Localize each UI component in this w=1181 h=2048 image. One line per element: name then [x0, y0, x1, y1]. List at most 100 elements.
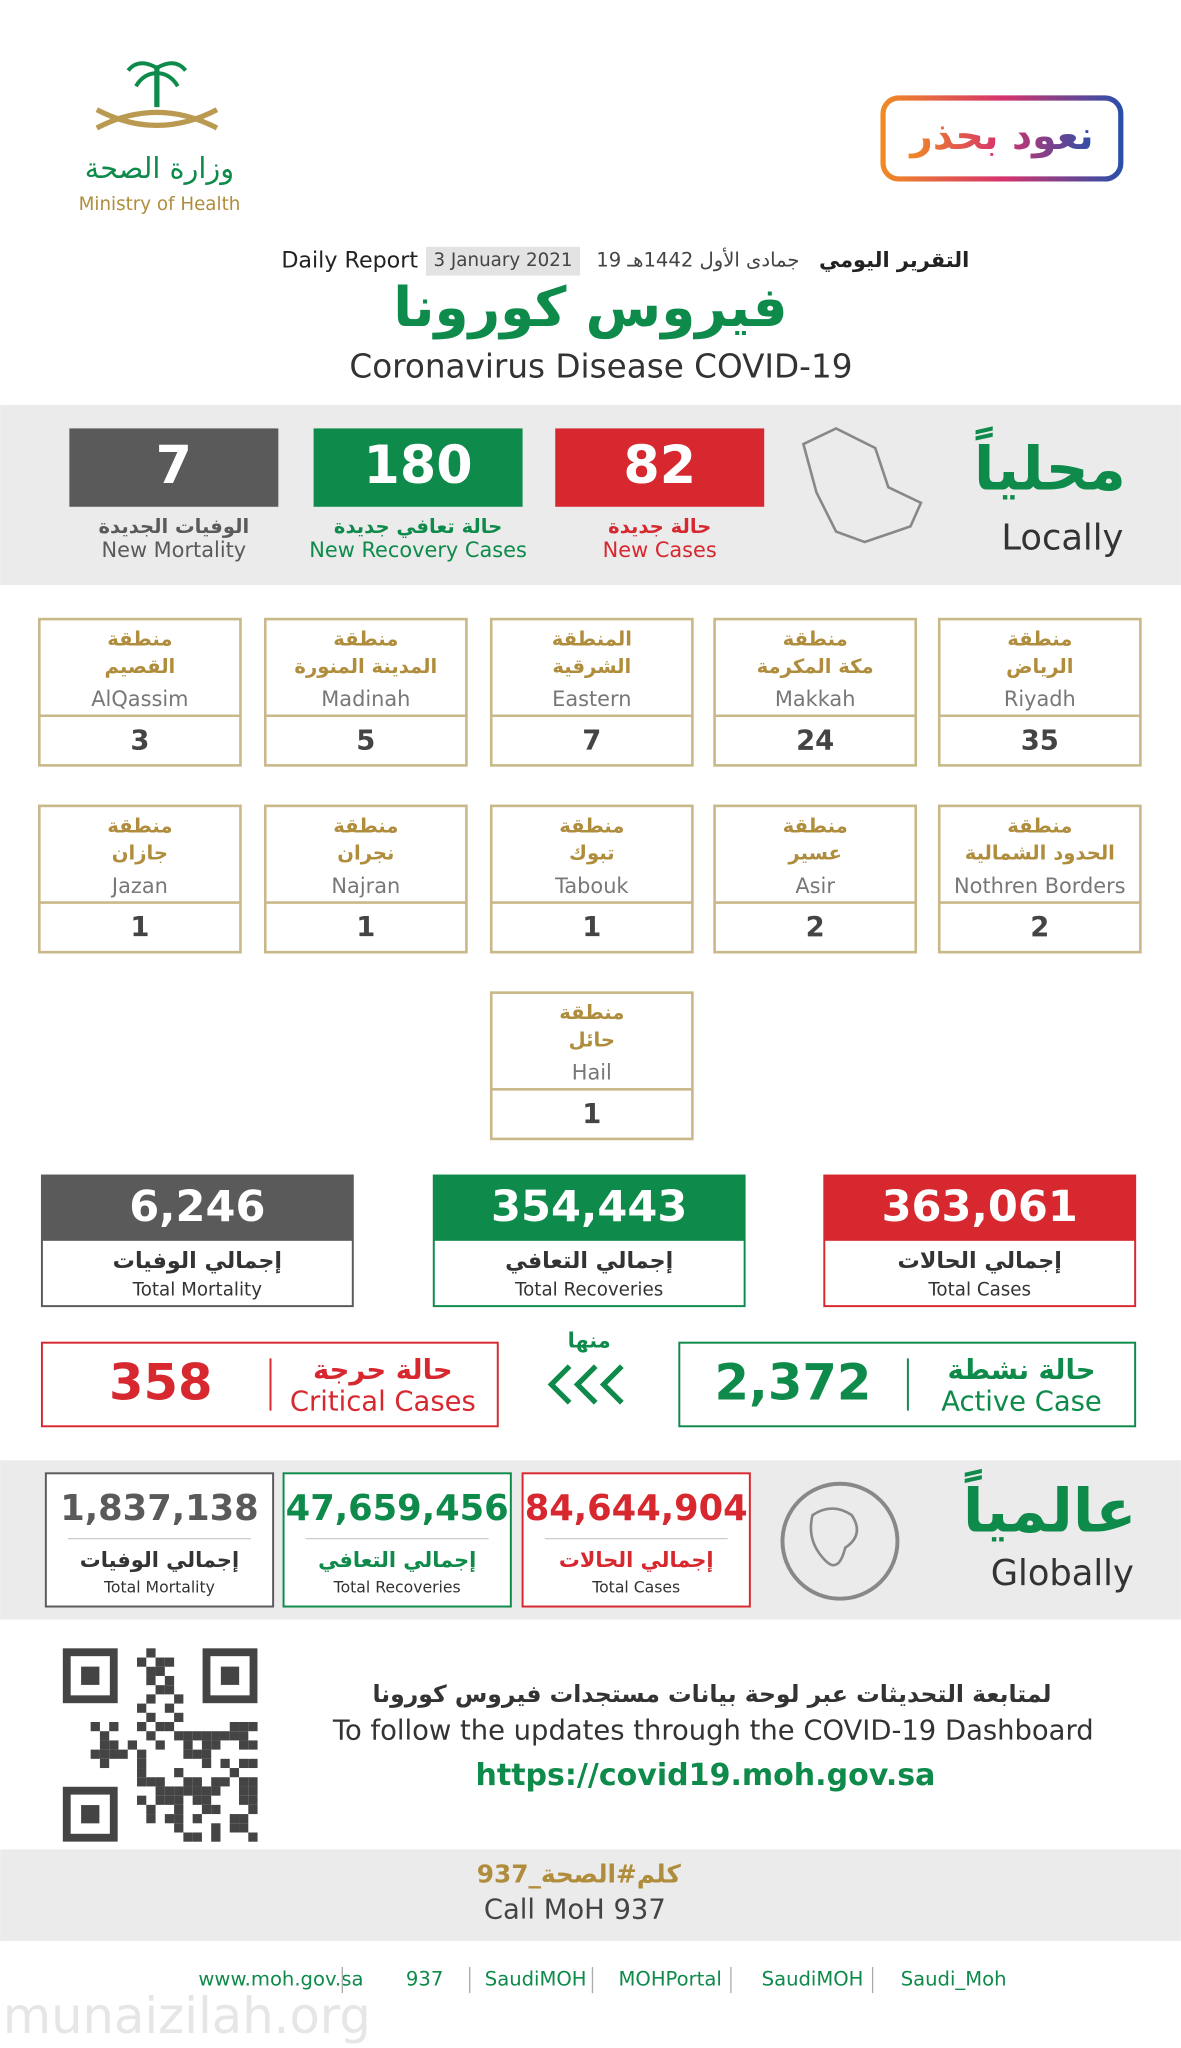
- region-name-ar: جازان: [112, 842, 168, 865]
- qr-module: [220, 1777, 230, 1787]
- qr-module: [155, 1721, 165, 1732]
- qr-module: [164, 1657, 175, 1667]
- qr-module: [137, 1758, 147, 1769]
- region-box: [937, 804, 1142, 954]
- global-value: 47,659,456: [286, 1488, 509, 1529]
- qr-module: [146, 1712, 156, 1722]
- region-value: 1: [582, 1099, 601, 1130]
- qr-module: [155, 1786, 165, 1796]
- total-label-ar: إجمالي الوفيات: [113, 1248, 282, 1274]
- critical-label-ar: حالة حرجة: [313, 1355, 453, 1386]
- qr-module: [201, 1804, 212, 1815]
- qr-module: [174, 1694, 184, 1704]
- region-name-en: Riyadh: [1004, 687, 1076, 711]
- title-en: Coronavirus Disease COVID-19: [349, 347, 852, 385]
- ministry-ar: وزارة الصحة: [85, 151, 234, 185]
- qr-module: [201, 1731, 212, 1741]
- region-name-ar: مكة المكرمة: [757, 655, 874, 678]
- campaign-badge: [880, 95, 1124, 182]
- local-stat-value: 180: [364, 436, 473, 496]
- global-label-ar: إجمالي التعافي: [318, 1548, 476, 1572]
- qr-module: [90, 1749, 100, 1759]
- qr-finder-core: [81, 1666, 100, 1685]
- local-stat-label-en: New Cases: [603, 538, 717, 562]
- qr-module: [248, 1740, 258, 1750]
- region-value: 24: [796, 725, 834, 756]
- total-label-en: Total Cases: [927, 1279, 1031, 1300]
- qr-module: [137, 1749, 147, 1759]
- qr-module: [146, 1666, 156, 1676]
- region-name-ar: نجران: [337, 842, 394, 865]
- qr-module: [239, 1823, 249, 1833]
- qr-finder: [62, 1786, 118, 1842]
- qr-module: [146, 1777, 156, 1787]
- date-box: [425, 246, 581, 276]
- qr-module: [211, 1786, 221, 1796]
- total-head: [824, 1175, 1136, 1241]
- qr-module: [90, 1721, 100, 1732]
- local-title-ar: محلياً: [974, 426, 1126, 504]
- qr-module: [211, 1804, 221, 1815]
- region-box: [38, 804, 242, 954]
- qr-module: [174, 1731, 184, 1741]
- qr-module: [192, 1832, 202, 1842]
- qr-module: [192, 1749, 202, 1759]
- local-stat-label-en: New Recovery Cases: [309, 538, 527, 562]
- call-band: [0, 1849, 1181, 1941]
- qr-module: [229, 1823, 240, 1833]
- region-value: 5: [356, 725, 375, 756]
- region-prefix: منطقة: [783, 814, 848, 837]
- region-name-en: Hail: [572, 1061, 612, 1085]
- qr-module: [211, 1740, 221, 1750]
- watermark: munaizilah.org: [3, 1987, 371, 2045]
- qr-module: [239, 1814, 249, 1824]
- qr-module: [155, 1666, 165, 1676]
- qr-module: [155, 1795, 165, 1805]
- global-label-en: Total Cases: [591, 1578, 680, 1597]
- total-label-ar: إجمالي الحالات: [898, 1248, 1062, 1274]
- report-label-en: Daily Report: [281, 248, 418, 274]
- qr-module: [183, 1832, 193, 1842]
- region-value: 7: [582, 725, 601, 756]
- qr-finder-core: [81, 1805, 100, 1824]
- region-prefix: منطقة: [783, 628, 848, 651]
- region-name-ar: عسير: [787, 842, 841, 865]
- qr-module: [99, 1749, 110, 1759]
- region-name-en: Makkah: [775, 687, 856, 711]
- qr-module: [239, 1721, 249, 1732]
- local-stat-label-en: New Mortality: [102, 538, 247, 562]
- total-value: 354,443: [491, 1182, 687, 1232]
- region-value: 1: [356, 912, 375, 943]
- footer-item: 937: [406, 1968, 443, 1991]
- qr-module: [248, 1804, 258, 1815]
- region-name-ar: الحدود الشمالية: [965, 842, 1115, 865]
- qr-module: [248, 1758, 258, 1769]
- qr-module: [118, 1749, 128, 1759]
- region-prefix: منطقة: [559, 814, 624, 837]
- total-value: 6,246: [129, 1182, 265, 1232]
- region-name-en: Najran: [331, 874, 400, 898]
- local-stat-box: [69, 428, 279, 507]
- dashboard-text-en: To follow the updates through the COVID-…: [332, 1715, 1094, 1746]
- qr-module: [99, 1758, 110, 1769]
- qr-module: [164, 1786, 175, 1796]
- footer-item: Saudi_Moh: [901, 1968, 1007, 1991]
- qr-module: [164, 1814, 175, 1824]
- region-value: 3: [130, 725, 149, 756]
- local-stat-box: [313, 428, 523, 507]
- global-box: [44, 1472, 275, 1608]
- qr-module: [146, 1731, 156, 1741]
- global-label-en: Total Mortality: [103, 1578, 215, 1597]
- qr-module: [239, 1777, 249, 1787]
- qr-module: [248, 1832, 258, 1842]
- qr-module: [229, 1814, 240, 1824]
- total-head: [41, 1175, 353, 1241]
- qr-module: [174, 1795, 184, 1805]
- region-prefix: المنطقة: [552, 628, 632, 651]
- critical-value: 358: [109, 1353, 213, 1411]
- qr-module: [239, 1758, 249, 1769]
- qr-module: [137, 1657, 147, 1667]
- region-box: [38, 617, 242, 767]
- qr-module: [239, 1795, 249, 1805]
- call-ar: كلم#الصحة_937: [477, 1860, 682, 1889]
